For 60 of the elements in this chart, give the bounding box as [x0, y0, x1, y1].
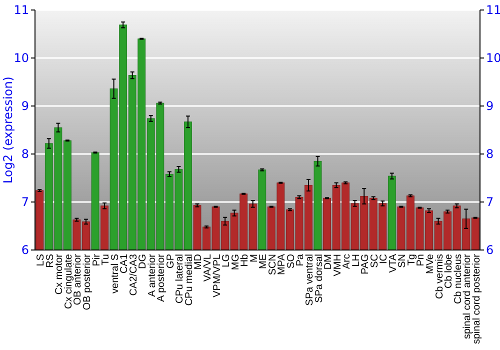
y2-tick-label: 7	[486, 195, 494, 210]
x-tick-label: Tu	[100, 254, 112, 266]
y-tick-label: 9	[21, 99, 29, 114]
x-tick-label: Pa	[295, 254, 306, 266]
y-axis-title: Log2 (expression)	[1, 76, 15, 184]
y2-tick-label: 6	[486, 243, 494, 258]
x-tick-label: DM	[323, 254, 334, 270]
x-tick-label: RS	[44, 254, 56, 268]
y-tick-label: 7	[21, 195, 29, 210]
x-tick-label: A anterior	[146, 253, 158, 297]
x-tick-label: Cb vermis	[434, 254, 446, 300]
x-tick-label: spinal cord anterior	[462, 253, 474, 340]
x-tick-label: Hb	[240, 254, 251, 267]
x-tick-label: SPa dorsal	[314, 254, 325, 303]
x-tick-label: ME	[258, 254, 270, 269]
y-tick-label: 10	[14, 51, 29, 66]
y-tick-label: 8	[21, 147, 29, 162]
x-tick-label: PAG	[360, 254, 372, 274]
x-tick-label: LS	[36, 254, 47, 266]
x-tick-label: CPu lateral	[174, 254, 186, 304]
x-tick-label: LG	[221, 254, 232, 268]
y-tick-label: 11	[14, 3, 29, 18]
x-tick-label: IC	[378, 254, 390, 264]
x-tick-label: Pir	[91, 253, 102, 266]
x-tick-label: Cx motor	[54, 253, 66, 295]
y2-tick-label: 11	[486, 3, 500, 18]
x-tick-label: MPA	[276, 254, 288, 275]
x-tick-label: MG	[230, 254, 242, 270]
x-tick-label: Tg	[406, 254, 418, 266]
x-tick-label: VTA	[388, 254, 399, 273]
x-tick-label: ventral S	[110, 254, 121, 294]
x-tick-label: SO	[286, 254, 297, 268]
x-tick-label: Cx cingulate	[63, 254, 74, 310]
x-tick-label: SCN	[267, 254, 278, 276]
x-tick-label: CA2/CA3	[128, 254, 140, 296]
x-tick-label: SC	[369, 254, 380, 268]
x-tick-label: Pn	[416, 254, 427, 266]
x-tick-label: Cb nucleus	[452, 254, 464, 304]
x-tick-label: CA1	[119, 254, 130, 274]
x-tick-label: VMH	[332, 254, 344, 276]
y2-tick-label: 8	[486, 147, 494, 162]
x-tick-label: MVe	[425, 254, 436, 274]
x-tick-label: OB posterior	[82, 253, 93, 310]
x-tick-label: CPu medial	[184, 254, 195, 306]
x-tick-label: spinal cord posterior	[471, 253, 482, 344]
x-tick-label: MD	[193, 254, 204, 270]
y2-tick-label: 9	[486, 99, 494, 114]
x-tick-label: Cb lobe	[444, 254, 455, 288]
x-tick-label: SPa ventral	[304, 254, 316, 306]
x-tick-label: VA/VL	[202, 254, 214, 282]
x-tick-label: GP	[165, 254, 176, 268]
x-tick-label: A posterior	[156, 253, 168, 302]
y-tick-label: 6	[21, 243, 29, 258]
x-tick-label: Arc	[342, 254, 353, 269]
x-tick-label: DG	[138, 254, 149, 269]
x-tick-label: M	[248, 254, 260, 262]
x-tick-label: VPM/VPL	[212, 254, 223, 298]
x-tick-label: LH	[350, 254, 362, 267]
x-tick-label: SN	[397, 254, 408, 268]
x-tick-label: OB anterior	[72, 253, 84, 306]
